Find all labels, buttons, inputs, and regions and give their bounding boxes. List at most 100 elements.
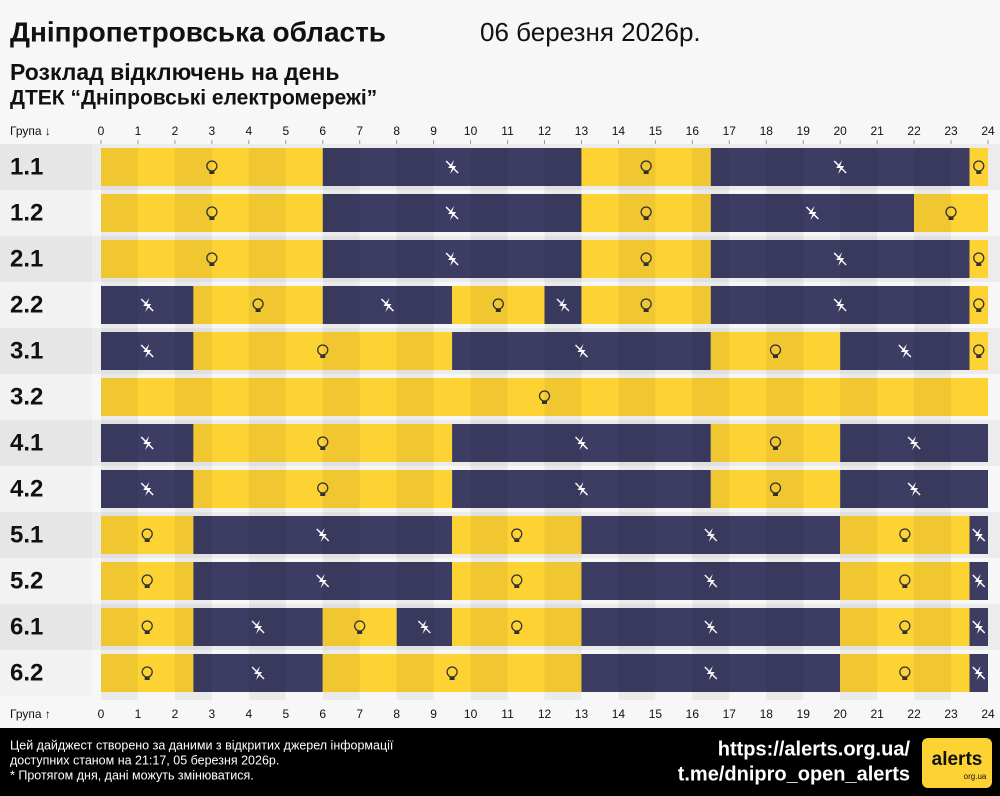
segment [101, 378, 988, 416]
icon-slash [972, 528, 986, 542]
icon [354, 620, 366, 634]
icon [973, 252, 985, 266]
icon-slash [898, 344, 912, 358]
segment [581, 286, 711, 324]
footer-link[interactable]: t.me/dnipro_open_alerts [678, 763, 910, 785]
icon-slash [251, 666, 265, 680]
icon [833, 298, 847, 312]
icon [317, 344, 329, 358]
icon-base [902, 677, 908, 680]
icon [140, 436, 154, 450]
icon-base [948, 217, 954, 220]
x-tick-label: 11 [501, 707, 514, 721]
icon-slash [316, 574, 330, 588]
x-tick-label: 7 [356, 124, 363, 138]
icon [316, 528, 330, 542]
segment [969, 148, 988, 186]
icon-base [144, 631, 150, 634]
group-label: 2.1 [10, 245, 43, 272]
icon-slash [907, 482, 921, 496]
x-label-bottom: Група ↑ [10, 707, 51, 721]
x-tick-label: 1 [135, 124, 142, 138]
icon [538, 390, 551, 404]
segment [710, 424, 841, 462]
x-tick-label: 14 [612, 124, 626, 138]
icon-base [449, 677, 455, 680]
x-tick-label: 8 [393, 707, 400, 721]
x-tick-label: 22 [907, 707, 921, 721]
x-tick-label: 10 [464, 124, 478, 138]
icon [907, 482, 921, 496]
icon [445, 160, 459, 174]
x-tick-label: 15 [649, 707, 663, 721]
x-tick-label: 20 [833, 707, 847, 721]
icon-base [542, 401, 547, 404]
icon [317, 436, 329, 450]
icon-slash [140, 344, 154, 358]
x-tick-label: 17 [723, 707, 737, 721]
segment [452, 516, 582, 554]
segment [581, 148, 711, 186]
segment [101, 148, 323, 186]
icon [417, 620, 431, 634]
x-tick-label: 6 [319, 707, 326, 721]
segment [101, 654, 194, 692]
icon-slash [833, 160, 847, 174]
footer-note: доступних станом на 21:17, 05 березня 20… [10, 753, 279, 767]
segment [840, 654, 970, 692]
x-tick-label: 14 [612, 707, 626, 721]
icon-base [772, 493, 778, 496]
icon-slash [417, 620, 431, 634]
icon-slash [445, 206, 459, 220]
icon [769, 344, 782, 358]
segment [969, 286, 988, 324]
x-tick-label: 13 [575, 707, 589, 721]
icon [769, 436, 782, 450]
row-label-bg [0, 650, 92, 696]
x-tick-label: 1 [135, 707, 142, 721]
group-label: 6.1 [10, 613, 43, 640]
x-tick-label: 3 [209, 707, 216, 721]
icon [511, 620, 523, 634]
x-tick-label: 24 [981, 124, 995, 138]
x-tick-label: 9 [430, 124, 437, 138]
icon [973, 160, 985, 174]
icon [251, 666, 265, 680]
icon [945, 206, 957, 220]
segment [452, 562, 582, 600]
x-tick-label: 4 [245, 707, 252, 721]
x-tick-label: 7 [356, 707, 363, 721]
x-tick-label: 19 [797, 707, 811, 721]
icon [899, 574, 911, 588]
icon-slash [140, 436, 154, 450]
icon [141, 666, 153, 680]
date: 06 березня 2026р. [480, 17, 701, 47]
x-tick-label: 0 [98, 124, 105, 138]
icon [769, 482, 782, 496]
icon-slash [574, 436, 588, 450]
icon [206, 252, 218, 266]
x-tick-label: 11 [501, 124, 514, 138]
footer-link[interactable]: https://alerts.org.ua/ [718, 738, 911, 760]
segment [581, 194, 711, 232]
icon [899, 620, 911, 634]
subtitle: Розклад відключень на день [10, 59, 340, 85]
x-tick-label: 10 [464, 707, 478, 721]
x-tick-label: 13 [575, 124, 589, 138]
icon-base [255, 309, 261, 312]
segment [101, 194, 323, 232]
icon-base [320, 447, 326, 450]
group-label: 1.1 [10, 153, 43, 180]
icon [252, 298, 264, 312]
icon-slash [704, 666, 718, 680]
segment [452, 608, 582, 646]
icon [833, 252, 847, 266]
icon-base [772, 355, 778, 358]
icon-slash [704, 620, 718, 634]
icon-base [976, 309, 982, 312]
x-tick-label: 5 [282, 707, 289, 721]
icon [899, 528, 911, 542]
icon-base [976, 355, 982, 358]
icon [972, 574, 986, 588]
